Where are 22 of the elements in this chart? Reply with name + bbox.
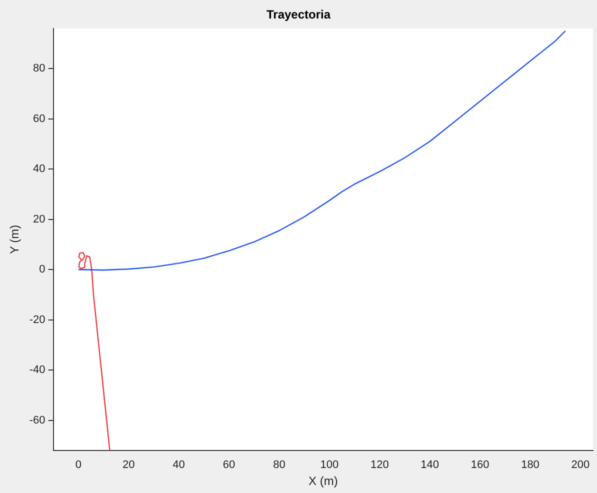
x-tick-label: 80	[273, 459, 286, 472]
x-tick-label: 180	[521, 459, 540, 472]
y-tick-label: -20	[29, 314, 46, 326]
y-tick-label: 80	[33, 62, 46, 75]
x-tick-label: 140	[420, 459, 440, 472]
x-tick-label: 200	[571, 459, 590, 472]
x-tick-label: 0	[75, 459, 82, 472]
x-tick-label: 160	[470, 459, 490, 472]
x-axis-title: X (m)	[308, 474, 338, 488]
x-tick-label: 60	[222, 459, 236, 472]
x-tick-label: 20	[122, 459, 135, 472]
y-tick-label: -60	[29, 414, 46, 426]
y-tick-label: 20	[33, 213, 46, 226]
x-tick-label: 40	[172, 459, 185, 472]
chart-title: Trayectoria	[266, 8, 331, 22]
y-tick-label: -40	[29, 364, 46, 376]
y-tick-label: 0	[39, 264, 46, 276]
x-tick-label: 120	[370, 459, 389, 472]
y-tick-label: 40	[33, 163, 46, 176]
y-axis-title: Y (m)	[8, 224, 22, 254]
y-tick-label: 60	[33, 112, 46, 125]
x-tick-label: 100	[320, 459, 339, 472]
